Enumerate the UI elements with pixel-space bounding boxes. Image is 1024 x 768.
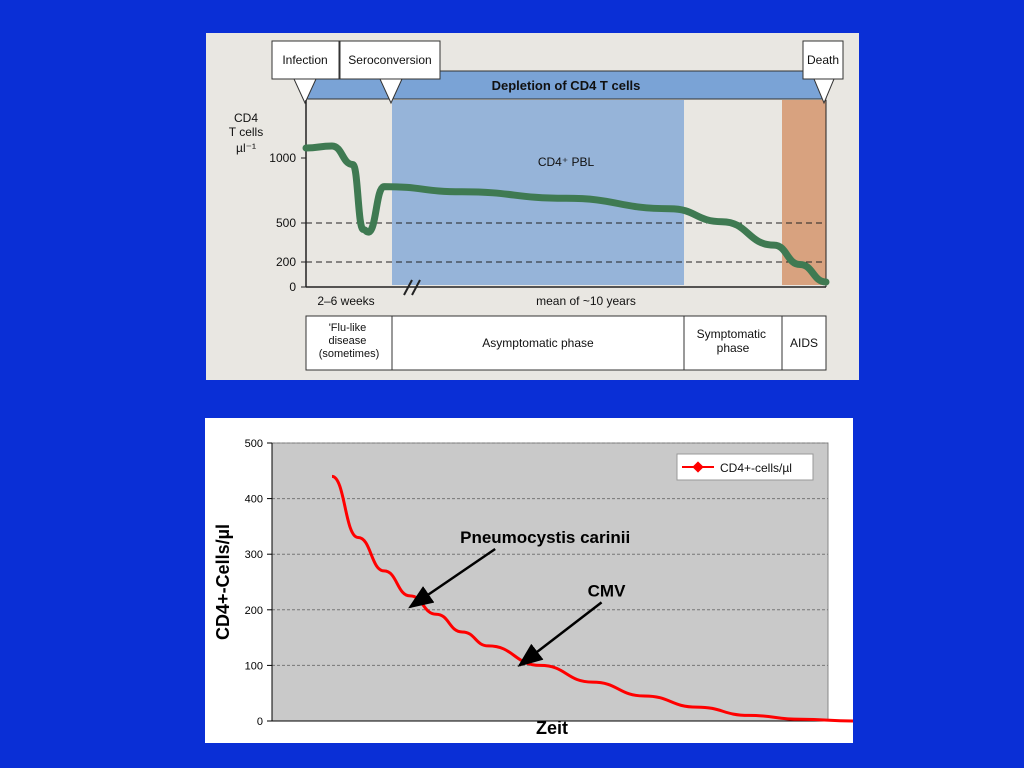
region-label: CD4⁺ PBL [538,155,595,169]
y-tick-label: 500 [245,438,263,450]
death-event: Death [802,40,844,105]
annotation-label: Pneumocystis carinii [460,528,630,547]
y-tick-label: 200 [245,605,263,617]
y-tick-label: 400 [245,494,263,506]
y-tick-labels: 0 100 200 300 400 500 [245,438,272,728]
legend-label: CD4+-cells/µl [720,461,792,475]
top-y-tick-label: 500 [276,216,296,230]
top-y-tick-label: 1000 [269,151,296,165]
hiv-course-figure: Depletion of CD4 T cells Infection Seroc… [206,33,859,380]
top-y-tick-label: 200 [276,255,296,269]
top-ylabel-line3: µl⁻¹ [236,141,256,155]
death-label: Death [807,53,839,67]
phase-aids-label: AIDS [790,336,818,350]
y-tick-label: 0 [257,716,263,728]
phase-boxes: 'Flu-like disease (sometimes) Asymptomat… [305,315,827,371]
bottom-ylabel: CD4+-Cells/µl [213,524,233,640]
y-tick-label: 300 [245,549,263,561]
time-label-weeks: 2–6 weeks [317,294,374,308]
top-ylabel-line2: T cells [229,125,263,139]
depletion-banner-label: Depletion of CD4 T cells [492,78,641,93]
infection-label: Infection [282,53,327,67]
top-y-tick-label: 0 [289,280,296,294]
seroconversion-label: Seroconversion [348,53,431,67]
cd4-course-curve [302,142,830,286]
time-label-years: mean of ~10 years [536,294,636,308]
plot-area [271,442,829,722]
phase-asymptomatic-label: Asymptomatic phase [482,336,594,350]
annotation-arrow [408,547,496,609]
bottom-xlabel: Zeit [536,718,568,738]
phase-symptomatic-label: Symptomatic phase [697,327,770,355]
top-y-ticks: 0 200 500 1000 [269,151,306,294]
annotation-arrow [517,601,603,667]
y-tick-label: 100 [245,660,263,672]
hiv-course-svg: Depletion of CD4 T cells Infection Seroc… [229,40,844,371]
cd4-infection-chart: 0 100 200 300 400 500 CD4+-cells/µl CD4+-Cell… [205,418,853,743]
annotations: Pneumocystis carinii CMV [408,528,630,667]
cd4-series-line [331,474,853,723]
cd4-infection-svg: 0 100 200 300 400 500 CD4+-cells/µl CD4+-Cell… [213,438,853,738]
legend: CD4+-cells/µl [676,453,814,481]
seroconversion-event: Seroconversion [339,40,441,105]
axis-break [403,279,421,296]
infection-event: Infection [271,40,340,105]
top-ylabel-line1: CD4 [234,111,258,125]
annotation-label: CMV [588,581,626,600]
phase-flu-label: 'Flu-like disease (sometimes) [319,322,380,360]
